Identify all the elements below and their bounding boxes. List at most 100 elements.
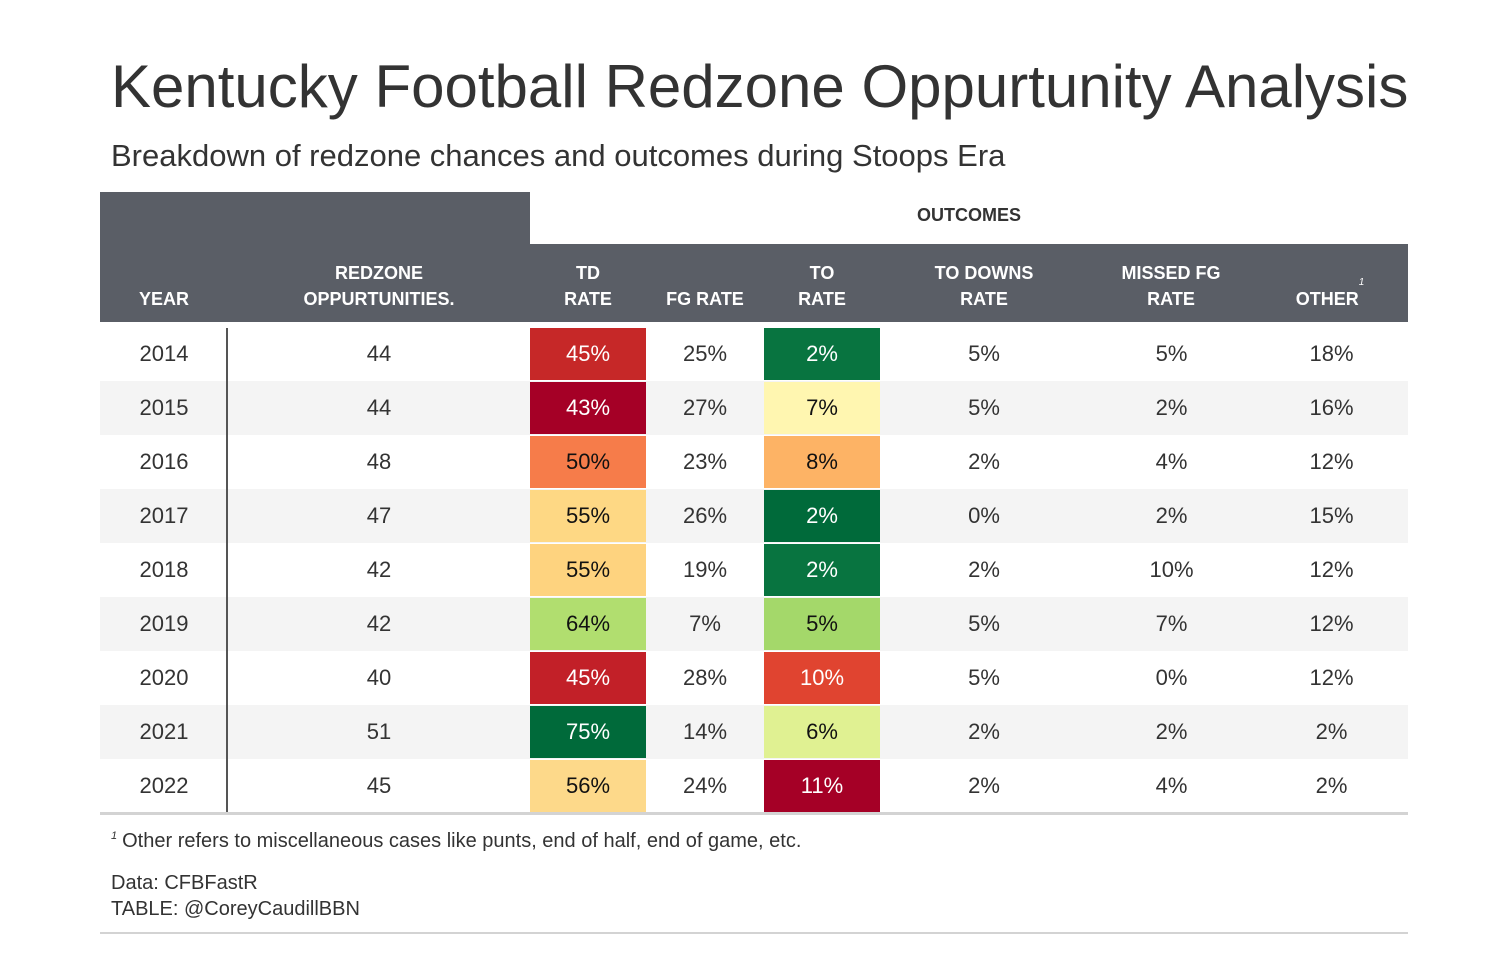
col-header-label: OTHER: [1295, 289, 1359, 309]
cell-missed: 10%: [1149, 557, 1194, 582]
cell-year: 2016: [139, 449, 189, 474]
cell-year: 2022: [139, 773, 189, 798]
cell-year: 2020: [139, 665, 189, 690]
cell-downs: 5%: [968, 341, 1000, 366]
cell-td: 56%: [530, 760, 646, 812]
source-data: Data: CFBFastR: [111, 872, 258, 894]
cell-fg: 7%: [689, 611, 721, 636]
cell-downs: 2%: [968, 773, 1000, 798]
table-row: 2019 42 64% 7% 5% 5% 7% 12%: [100, 597, 1408, 651]
cell-fg: 28%: [682, 665, 728, 690]
col-header-label: REDZONE OPPURTUNITIES.: [303, 263, 455, 309]
cell-year: 2021: [139, 719, 189, 744]
table-row: 2014 44 45% 25% 2% 5% 5% 18%: [100, 327, 1408, 381]
cell-other: 12%: [1309, 449, 1354, 474]
cell-td: 64%: [530, 598, 646, 650]
cell-to: 6%: [764, 706, 880, 758]
cell-td: 45%: [530, 652, 646, 704]
table-row: 2022 45 56% 24% 11% 2% 4% 2%: [100, 759, 1408, 813]
cell-missed: 4%: [1155, 773, 1188, 798]
cell-missed: 4%: [1155, 449, 1188, 474]
cell-downs: 5%: [968, 665, 1000, 690]
header-row: [100, 244, 1408, 322]
footnote-marker: 1: [1358, 277, 1365, 288]
col-header-label: FG RATE: [666, 289, 744, 309]
cell-fg: 27%: [682, 395, 728, 420]
cell-downs: 2%: [968, 557, 1000, 582]
cell-td: 75%: [530, 706, 646, 758]
col-header-opportunities: REDZONE OPPURTUNITIES.: [278, 256, 480, 312]
footnote-marker: 1: [111, 830, 118, 842]
cell-missed: 2%: [1155, 395, 1188, 420]
cell-year: 2019: [139, 611, 189, 636]
cell-year: 2015: [139, 395, 189, 420]
col-header-fg-rate: FG RATE: [666, 256, 744, 312]
col-header-label: MISSED FG RATE: [1121, 263, 1221, 309]
cell-opps: 47: [366, 503, 392, 528]
cell-fg: 24%: [682, 773, 728, 798]
col-header-label: TD RATE: [564, 263, 612, 309]
cell-opps: 44: [366, 395, 392, 420]
source-table: TABLE: @CoreyCaudillBBN: [111, 898, 360, 920]
cell-year: 2018: [139, 557, 189, 582]
cell-fg: 25%: [682, 341, 728, 366]
cell-other: 2%: [1315, 719, 1348, 744]
cell-missed: 2%: [1155, 503, 1188, 528]
col-header-to-downs-rate: TO DOWNS RATE: [920, 256, 1048, 312]
table-row: 2015 44 43% 27% 7% 5% 2% 16%: [100, 381, 1408, 435]
table-row: 2021 51 75% 14% 6% 2% 2% 2%: [100, 705, 1408, 759]
cell-opps: 44: [366, 341, 392, 366]
cell-other: 15%: [1309, 503, 1354, 528]
table-bottom-border: [100, 812, 1408, 815]
cell-other: 18%: [1309, 341, 1354, 366]
cell-td: 45%: [530, 328, 646, 380]
cell-to: 10%: [764, 652, 880, 704]
col-header-to-rate: TO RATE: [784, 256, 860, 312]
table-row: 2020 40 45% 28% 10% 5% 0% 12%: [100, 651, 1408, 705]
cell-year: 2014: [139, 341, 189, 366]
table-row: 2017 47 55% 26% 2% 0% 2% 15%: [100, 489, 1408, 543]
cell-other: 16%: [1309, 395, 1354, 420]
cell-downs: 5%: [968, 611, 1000, 636]
cell-fg: 26%: [682, 503, 728, 528]
cell-to: 5%: [764, 598, 880, 650]
cell-td: 55%: [530, 490, 646, 542]
cell-to: 8%: [764, 436, 880, 488]
cell-missed: 2%: [1155, 719, 1188, 744]
cell-opps: 40: [366, 665, 392, 690]
cell-missed: 5%: [1155, 341, 1188, 366]
cell-opps: 48: [366, 449, 392, 474]
cell-to: 2%: [764, 490, 880, 542]
cell-to: 2%: [764, 328, 880, 380]
year-divider: [226, 328, 228, 812]
cell-other: 12%: [1309, 611, 1354, 636]
cell-opps: 42: [366, 611, 392, 636]
cell-fg: 19%: [682, 557, 728, 582]
col-header-year: YEAR: [100, 256, 228, 312]
col-header-missed-fg-rate: MISSED FG RATE: [1110, 256, 1232, 312]
cell-to: 7%: [764, 382, 880, 434]
table-title: Kentucky Football Redzone Oppurtunity An…: [111, 53, 1409, 120]
cell-fg: 23%: [682, 449, 728, 474]
cell-opps: 51: [366, 719, 392, 744]
table-row: 2018 42 55% 19% 2% 2% 10% 12%: [100, 543, 1408, 597]
cell-to: 2%: [764, 544, 880, 596]
cell-td: 55%: [530, 544, 646, 596]
cell-td: 43%: [530, 382, 646, 434]
cell-other: 12%: [1309, 557, 1354, 582]
cell-year: 2017: [139, 503, 189, 528]
footnote-text: Other refers to miscellaneous cases like…: [122, 830, 802, 852]
cell-other: 12%: [1309, 665, 1354, 690]
col-header-label: YEAR: [138, 289, 189, 309]
col-header-label: TO RATE: [798, 263, 846, 309]
table-row: 2016 48 50% 23% 8% 2% 4% 12%: [100, 435, 1408, 489]
cell-opps: 42: [366, 557, 392, 582]
cell-opps: 45: [366, 773, 392, 798]
cell-missed: 0%: [1155, 665, 1188, 690]
cell-fg: 14%: [682, 719, 728, 744]
col-header-label: TO DOWNS RATE: [934, 263, 1034, 309]
cell-downs: 0%: [968, 503, 1000, 528]
footnote: 1 Other refers to miscellaneous cases lik…: [111, 830, 801, 853]
cell-td: 50%: [530, 436, 646, 488]
cell-downs: 5%: [968, 395, 1000, 420]
